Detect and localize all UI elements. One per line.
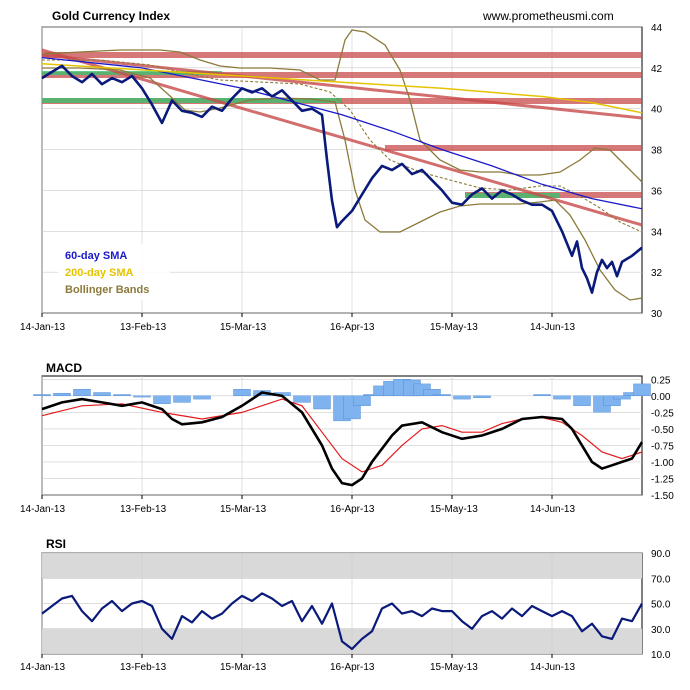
rsi-x-tick-label: 15-May-13 bbox=[430, 662, 478, 673]
bollinger-lower bbox=[42, 67, 643, 301]
macd-y-tick-label: -1.00 bbox=[651, 458, 674, 469]
macd-x-tick-label: 15-May-13 bbox=[430, 504, 478, 515]
macd-histogram-bar bbox=[33, 394, 51, 396]
macd-histogram-bar bbox=[353, 395, 371, 406]
price-panel: Gold Currency Index www.prometheusmi.com… bbox=[20, 9, 663, 333]
bollinger-upper bbox=[41, 29, 643, 183]
macd-histogram-bar bbox=[613, 395, 631, 400]
macd-y-tick-label: -0.75 bbox=[651, 441, 674, 452]
price-legend: 60-day SMA 200-day SMA Bollinger Bands bbox=[58, 244, 170, 300]
price-x-axis: 14-Jan-13 13-Feb-13 15-Mar-13 16-Apr-13 15-M… bbox=[20, 313, 575, 333]
macd-histogram-bar bbox=[133, 395, 151, 398]
macd-x-tick-label: 13-Feb-13 bbox=[120, 504, 167, 515]
macd-histogram-bar bbox=[53, 393, 71, 397]
rsi-panel: RSI 10.0 30.0 50.0 70.0 90.0 14-Jan-13 13-Feb… bbox=[20, 537, 671, 673]
macd-histogram-bar bbox=[233, 389, 251, 397]
sma200-line bbox=[41, 63, 643, 114]
price-x-tick-label: 16-Apr-13 bbox=[330, 322, 375, 333]
macd-histogram-bar bbox=[453, 395, 471, 400]
gold-index-line bbox=[41, 64, 643, 294]
price-y-tick-label: 44 bbox=[651, 23, 663, 34]
rsi-x-tick-label: 14-Jan-13 bbox=[20, 662, 65, 673]
rsi-y-tick-label: 10.0 bbox=[651, 650, 671, 661]
macd-histogram-bar bbox=[153, 395, 171, 404]
macd-x-axis: 14-Jan-13 13-Feb-13 15-Mar-13 16-Apr-13 15-M… bbox=[20, 495, 575, 515]
price-x-tick-label: 15-Mar-13 bbox=[220, 322, 267, 333]
rsi-y-tick-label: 30.0 bbox=[651, 625, 671, 636]
macd-histogram-bar bbox=[73, 389, 91, 397]
macd-y-tick-label: 0.00 bbox=[651, 392, 671, 403]
legend-sma200: 200-day SMA bbox=[65, 267, 134, 279]
rsi-x-tick-label: 15-Mar-13 bbox=[220, 662, 267, 673]
legend-sma60: 60-day SMA bbox=[65, 250, 127, 262]
macd-histogram-bar bbox=[433, 394, 451, 396]
macd-histogram-bar bbox=[423, 389, 441, 397]
rsi-title: RSI bbox=[46, 537, 66, 551]
price-y-tick-label: 32 bbox=[651, 268, 663, 279]
rsi-line bbox=[41, 592, 643, 651]
macd-histogram-bar bbox=[473, 395, 491, 398]
macd-title: MACD bbox=[46, 361, 82, 375]
price-y-tick-label: 42 bbox=[651, 64, 663, 75]
macd-histogram-bar bbox=[573, 395, 591, 406]
macd-histogram-bar bbox=[173, 395, 191, 403]
macd-x-tick-label: 16-Apr-13 bbox=[330, 504, 375, 515]
resistance-band-42 bbox=[42, 52, 642, 58]
price-y-tick-label: 30 bbox=[651, 309, 663, 320]
rsi-x-tick-label: 13-Feb-13 bbox=[120, 662, 167, 673]
legend-bollinger: Bollinger Bands bbox=[65, 284, 149, 296]
source-label: www.prometheusmi.com bbox=[482, 9, 614, 23]
price-y-tick-label: 40 bbox=[651, 105, 663, 116]
macd-histogram-bar bbox=[113, 394, 131, 396]
macd-histogram-bar bbox=[193, 395, 211, 400]
rsi-y-tick-label: 90.0 bbox=[651, 549, 671, 560]
macd-y-tick-label: -0.25 bbox=[651, 408, 674, 419]
macd-x-tick-label: 14-Jun-13 bbox=[530, 504, 575, 515]
resistance-band-37.2 bbox=[385, 145, 642, 151]
macd-y-tick-label: -1.50 bbox=[651, 491, 674, 502]
macd-panel: MACD 0.25 0.00 -0.25 -0.50 -0.75 -1.00 -1.25 -1… bbox=[20, 361, 674, 515]
price-x-tick-label: 15-May-13 bbox=[430, 322, 478, 333]
rsi-y-axis: 10.0 30.0 50.0 70.0 90.0 bbox=[651, 549, 671, 661]
macd-histogram-bar bbox=[93, 392, 111, 396]
macd-x-tick-label: 14-Jan-13 bbox=[20, 504, 65, 515]
macd-histogram-bar bbox=[533, 394, 551, 396]
macd-histogram-bar bbox=[633, 383, 651, 396]
macd-histogram-bar bbox=[313, 395, 331, 410]
price-y-tick-label: 36 bbox=[651, 186, 663, 197]
macd-line bbox=[41, 391, 644, 487]
price-y-tick-label: 38 bbox=[651, 146, 663, 157]
price-x-tick-label: 13-Feb-13 bbox=[120, 322, 167, 333]
macd-y-axis: 0.25 0.00 -0.25 -0.50 -0.75 -1.00 -1.25 -1.50 bbox=[651, 375, 674, 502]
downtrend-line-2 bbox=[41, 48, 643, 227]
macd-signal-line bbox=[41, 398, 643, 473]
price-horizontal-levels bbox=[41, 48, 643, 227]
price-y-tick-label: 34 bbox=[651, 227, 663, 238]
support-band-39.7 bbox=[42, 98, 342, 103]
macd-histogram-bar bbox=[553, 395, 571, 400]
rsi-x-tick-label: 14-Jun-13 bbox=[530, 662, 575, 673]
legend-box bbox=[58, 244, 170, 300]
downtrend-line-1 bbox=[41, 53, 643, 120]
rsi-x-axis: 14-Jan-13 13-Feb-13 15-Mar-13 16-Apr-13 15-M… bbox=[20, 654, 575, 673]
macd-y-tick-label: -1.25 bbox=[651, 474, 674, 485]
rsi-y-tick-label: 70.0 bbox=[651, 574, 671, 585]
rsi-x-tick-label: 16-Apr-13 bbox=[330, 662, 375, 673]
macd-histogram-bar bbox=[603, 395, 621, 406]
price-x-tick-label: 14-Jun-13 bbox=[530, 322, 575, 333]
price-chart-title: Gold Currency Index bbox=[52, 9, 170, 23]
rsi-y-tick-label: 50.0 bbox=[651, 600, 671, 611]
macd-histogram-bar bbox=[293, 395, 311, 403]
price-y-axis: 30 32 34 36 38 40 42 44 bbox=[651, 23, 663, 320]
resistance-band-41 bbox=[42, 72, 642, 78]
macd-x-tick-label: 15-Mar-13 bbox=[220, 504, 267, 515]
macd-y-tick-label: 0.25 bbox=[651, 375, 671, 386]
sma60-line bbox=[41, 56, 643, 210]
macd-histogram bbox=[33, 379, 651, 422]
macd-y-tick-label: -0.50 bbox=[651, 425, 674, 436]
price-x-tick-label: 14-Jan-13 bbox=[20, 322, 65, 333]
